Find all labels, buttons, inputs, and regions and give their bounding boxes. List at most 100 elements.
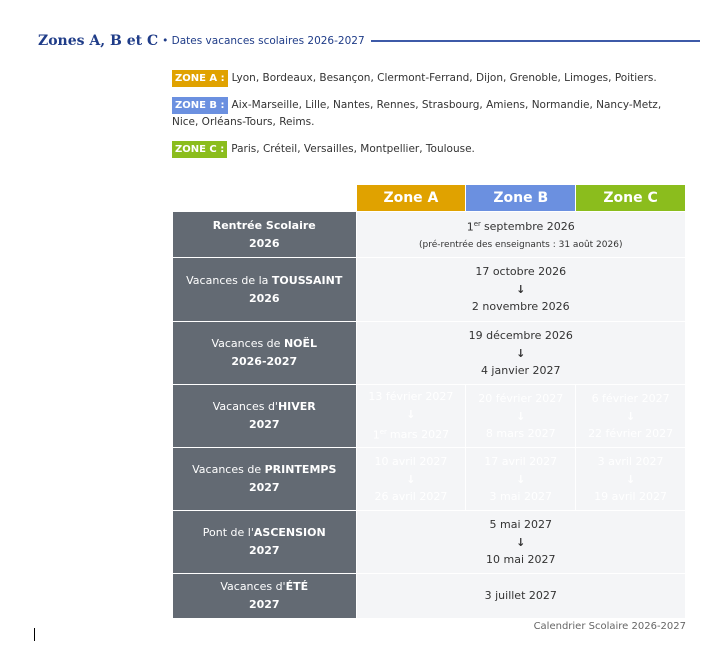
header-rule (370, 40, 700, 42)
label-bold: ASCENSION (253, 526, 326, 539)
zone: ZONE B : Aix-Marseille, Lille, Nantes, Re… (172, 97, 687, 131)
date-cell: 3 avril 2027 ↓ 19 avril 2027 (575, 447, 686, 511)
date-text: mars 2027 (389, 428, 450, 442)
note: (pré-rentrée des enseignants : 31 août 2… (419, 240, 623, 251)
zone-list: ZONE A : Lyon, Bordeaux, Besançon, Clermo… (172, 70, 687, 168)
label-text: Vacances de (211, 337, 284, 350)
row-label: Vacances d'ÉTÉ 2027 (172, 573, 357, 619)
end-date: 3 mai 2027 (489, 489, 552, 503)
date-cell: 10 avril 2027 ↓ 26 avril 2027 (355, 447, 467, 511)
date-number: 1 (466, 220, 474, 234)
column-header: Zone B (465, 184, 577, 212)
arrow: ↓ (516, 346, 526, 360)
label-year: 2026 (248, 291, 280, 305)
zone-badge: ZONE A : (172, 70, 228, 87)
start-date: 13 février 2027 (368, 389, 454, 403)
date-cell: 5 mai 2027 ↓ 10 mai 2027 (355, 510, 686, 574)
arrow: ↓ (516, 535, 526, 549)
header: Zones A, B et C • Dates vacances scolair… (38, 33, 700, 49)
table-row: Pont de l'ASCENSION 2027 5 mai 2027 ↓ 10 mai… (172, 510, 686, 574)
row-label: Vacances d'HIVER 2027 (172, 384, 357, 448)
zone-badge: ZONE B : (172, 97, 228, 114)
table-row: Vacances de PRINTEMPS 2027 10 avril 2027 ↓ 2… (172, 447, 686, 511)
label-text: Vacances de la (186, 273, 272, 287)
row-label: Vacances de NOËL 2026-2027 (172, 321, 357, 385)
calendar-table: Zone A Zone B Zone C Rentrée Scolaire 202… (172, 184, 686, 619)
start-date: 20 février 2027 (478, 391, 564, 405)
date-cell: 20 février 2027 ↓ 8 mars 2027 (465, 384, 577, 448)
date-cell: 3 juillet 2027 (355, 573, 686, 619)
table-row: Vacances d'ÉTÉ 2027 3 juillet 2027 (172, 573, 686, 619)
row-label: Rentrée Scolaire 2026 (172, 211, 357, 258)
end-date: 1er mars 2027 (357, 423, 466, 445)
start-date: 10 avril 2027 (374, 454, 448, 468)
date-text: septembre 2026 (483, 220, 575, 234)
label-text: Vacances d' (220, 580, 286, 593)
label-line: Pont de l'ASCENSION (173, 524, 356, 542)
end-date: 10 mai 2027 (486, 552, 556, 566)
label-line: Vacances d'HIVER (173, 398, 356, 416)
end-date: 2 novembre 2026 (471, 300, 570, 313)
date-number: 1 (372, 428, 380, 442)
caption: Calendrier Scolaire 2026-2027 (533, 621, 686, 632)
label-bold: TOUSSAINT (271, 273, 343, 287)
arrow: ↓ (625, 472, 636, 486)
label-line: Vacances de PRINTEMPS (173, 461, 356, 479)
label-bold: ÉTÉ (285, 580, 309, 593)
row-label: Pont de l'ASCENSION 2027 (172, 510, 357, 574)
date-cell: 17 octobre 2026 ↓ 2 novembre 2026 (355, 257, 686, 322)
date: 1er septembre 2026 (357, 215, 686, 237)
arrow: ↓ (516, 283, 526, 296)
end-date: 26 avril 2027 (374, 489, 448, 503)
arrow: ↓ (625, 409, 636, 423)
zone: ZONE A : Lyon, Bordeaux, Besançon, Clermo… (172, 70, 687, 87)
zone-cities: Lyon, Bordeaux, Besançon, Clermont-Ferra… (231, 72, 657, 84)
arrow: ↓ (516, 409, 526, 423)
table-row: Rentrée Scolaire 2026 1er septembre 2026 (pr… (172, 211, 686, 258)
row-label: Vacances de la TOUSSAINT 2026 (172, 257, 357, 322)
zone-cities: Paris, Créteil, Versailles, Montpellier,… (231, 143, 475, 155)
label-year: 2026 (248, 236, 280, 250)
row-label: Vacances de PRINTEMPS 2027 (172, 447, 357, 511)
table-row: Vacances de NOËL 2026-2027 19 décembre 202… (172, 321, 686, 385)
column-header: Zone C (575, 184, 686, 212)
label-text: Vacances de (192, 463, 265, 476)
end-date: 4 janvier 2027 (480, 363, 561, 377)
zone-badge: ZONE C : (172, 141, 228, 158)
label-year: 2027 (248, 418, 280, 431)
table-row: Vacances d'HIVER 2027 13 février 2027 ↓ 1er m… (172, 384, 686, 448)
start-date: 17 octobre 2026 (475, 265, 567, 278)
end-date: 8 mars 2027 (485, 426, 556, 440)
start-date: 19 décembre 2026 (468, 328, 573, 342)
column-header: Zone A (355, 184, 467, 212)
arrow: ↓ (516, 472, 526, 486)
date-suffix: er (379, 427, 387, 436)
label-line: Vacances d'ÉTÉ (173, 578, 356, 596)
label-year: 2027 (248, 481, 280, 494)
arrow: ↓ (406, 472, 416, 486)
end-date: 22 février 2027 (588, 426, 674, 440)
start-date: 3 avril 2027 (597, 454, 664, 468)
label-bold: HIVER (277, 400, 316, 413)
label-text: Pont de l' (202, 526, 254, 539)
start-date: 17 avril 2027 (484, 454, 558, 468)
subtitle: • Dates vacances scolaires 2026-2027 (162, 35, 365, 47)
end-date: 19 avril 2027 (594, 489, 668, 503)
label-line: Vacances de NOËL (173, 335, 356, 353)
arrow: ↓ (406, 407, 416, 421)
date-cell: 6 février 2027 ↓ 22 février 2027 (575, 384, 686, 448)
table-row: Vacances de la TOUSSAINT 2026 17 octobre 2… (172, 257, 686, 322)
zone-cities: Aix-Marseille, Lille, Nantes, Rennes, St… (172, 99, 662, 128)
label-bold: NOËL (283, 337, 318, 350)
cursor (34, 628, 35, 641)
date: 3 juillet 2027 (484, 589, 557, 602)
label-text: Vacances d' (212, 400, 278, 413)
date-cell: 17 avril 2027 ↓ 3 mai 2027 (465, 447, 577, 511)
label-line: Rentrée Scolaire (173, 217, 356, 235)
label-year: 2026-2027 (231, 355, 298, 368)
label-year: 2027 (248, 544, 280, 557)
date-suffix: er (473, 219, 481, 228)
label-bold: Rentrée Scolaire (212, 218, 316, 232)
date-cell: 13 février 2027 ↓ 1er mars 2027 (355, 384, 467, 448)
